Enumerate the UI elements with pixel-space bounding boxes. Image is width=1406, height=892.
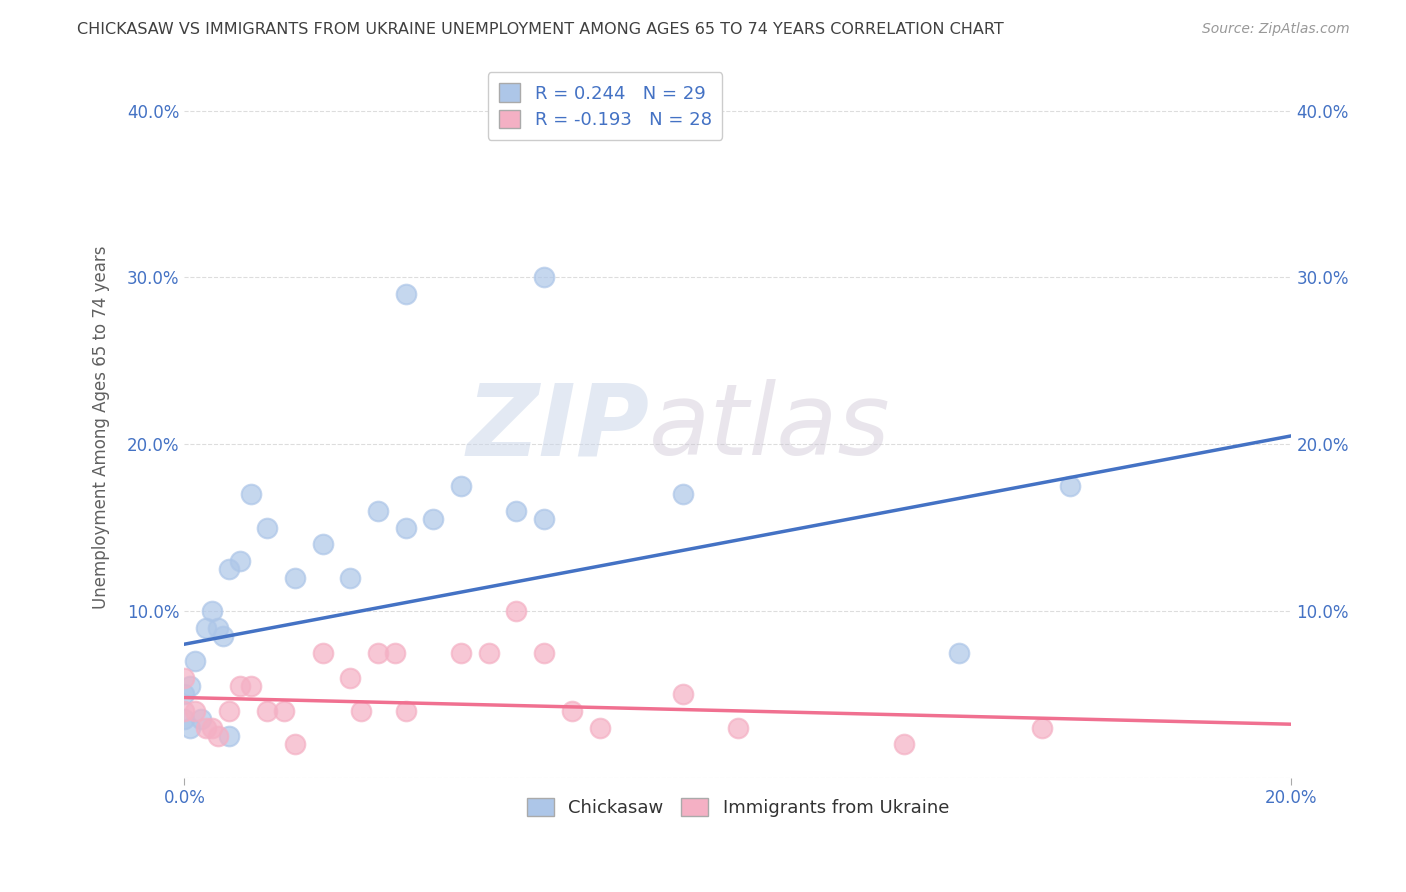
Point <box>179 721 201 735</box>
Point <box>505 604 527 618</box>
Point <box>478 646 501 660</box>
Point <box>450 646 472 660</box>
Point <box>173 671 195 685</box>
Point <box>218 562 240 576</box>
Point <box>671 487 693 501</box>
Point <box>273 704 295 718</box>
Point <box>533 270 555 285</box>
Point <box>256 520 278 534</box>
Point <box>195 621 218 635</box>
Point <box>207 621 229 635</box>
Point <box>173 687 195 701</box>
Point <box>505 504 527 518</box>
Y-axis label: Unemployment Among Ages 65 to 74 years: Unemployment Among Ages 65 to 74 years <box>93 246 110 609</box>
Point <box>284 737 307 751</box>
Text: CHICKASAW VS IMMIGRANTS FROM UKRAINE UNEMPLOYMENT AMONG AGES 65 TO 74 YEARS CORR: CHICKASAW VS IMMIGRANTS FROM UKRAINE UNE… <box>77 22 1004 37</box>
Point <box>350 704 373 718</box>
Point <box>893 737 915 751</box>
Point <box>533 646 555 660</box>
Point <box>367 646 389 660</box>
Point <box>239 679 262 693</box>
Point <box>948 646 970 660</box>
Point <box>367 504 389 518</box>
Point <box>184 704 207 718</box>
Point <box>339 671 361 685</box>
Point <box>395 704 418 718</box>
Point <box>207 729 229 743</box>
Point <box>218 729 240 743</box>
Point <box>256 704 278 718</box>
Point <box>339 570 361 584</box>
Point <box>284 570 307 584</box>
Point <box>184 654 207 668</box>
Text: ZIP: ZIP <box>467 379 650 476</box>
Point <box>201 721 224 735</box>
Point <box>228 679 250 693</box>
Point <box>239 487 262 501</box>
Point <box>179 679 201 693</box>
Point <box>561 704 583 718</box>
Text: Source: ZipAtlas.com: Source: ZipAtlas.com <box>1202 22 1350 37</box>
Point <box>228 554 250 568</box>
Text: atlas: atlas <box>650 379 891 476</box>
Point <box>201 604 224 618</box>
Point <box>212 629 235 643</box>
Point <box>1031 721 1053 735</box>
Point <box>588 721 610 735</box>
Point <box>422 512 444 526</box>
Point <box>173 712 195 726</box>
Point <box>312 537 335 551</box>
Point <box>395 287 418 301</box>
Point <box>450 479 472 493</box>
Point <box>395 520 418 534</box>
Point <box>1059 479 1081 493</box>
Point <box>195 721 218 735</box>
Point <box>218 704 240 718</box>
Point <box>190 712 212 726</box>
Point <box>533 512 555 526</box>
Point <box>384 646 406 660</box>
Point <box>727 721 749 735</box>
Point <box>671 687 693 701</box>
Point <box>312 646 335 660</box>
Point <box>173 704 195 718</box>
Legend: Chickasaw, Immigrants from Ukraine: Chickasaw, Immigrants from Ukraine <box>519 790 956 824</box>
